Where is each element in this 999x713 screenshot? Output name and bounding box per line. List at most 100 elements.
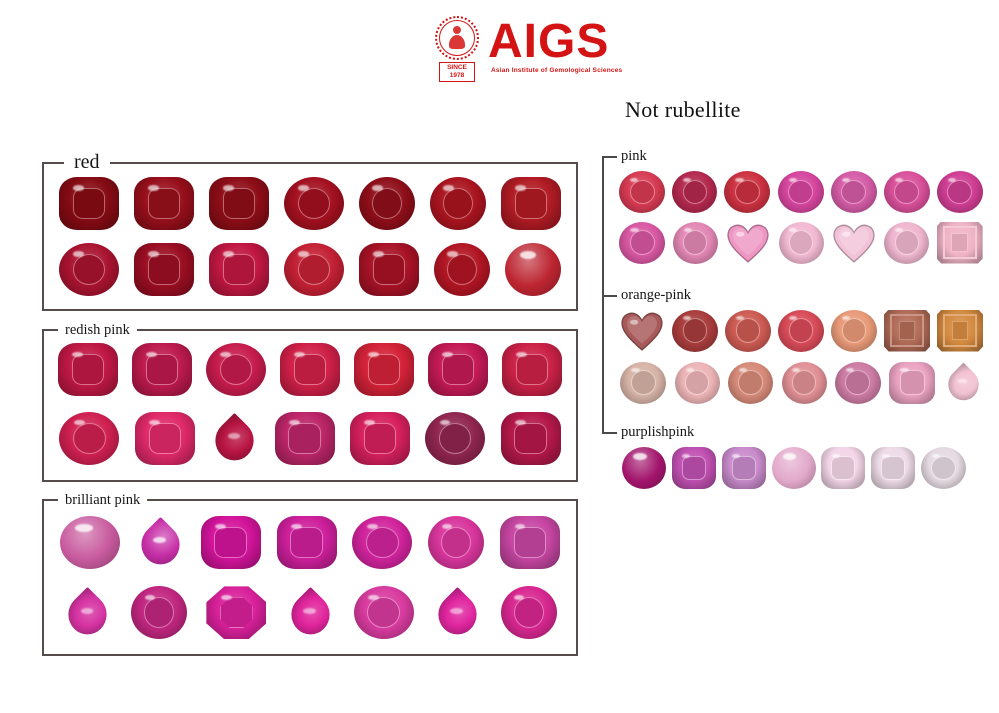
gem-row [44,583,576,643]
emblem-circle-icon [435,16,479,60]
pear-gem-body [941,362,986,407]
gem-row [44,343,576,397]
gem-emerald [937,309,983,352]
gem-round [672,171,718,213]
gem-table-facet [439,422,472,454]
gem-pear [429,583,485,643]
gem-table-facet [145,354,179,386]
gem-round [781,361,827,404]
gem-oval [206,343,266,397]
gem-oval [619,171,666,213]
gem-round [728,361,774,404]
gem-table-facet [682,318,708,343]
gem-cushion [428,343,488,397]
gem-table-facet [297,188,331,219]
gem-table-facet [629,230,655,255]
gem-cushion [134,411,195,465]
gem-highlight [75,523,94,533]
gem-cab-round [505,243,561,296]
gem-table-facet [72,254,106,285]
gem-row [612,359,990,407]
gem-oval [352,515,413,569]
gem-cushion [209,243,269,296]
gem-table-facet [288,422,321,454]
gem-table-facet [222,188,256,219]
emblem-figure-body [449,35,465,49]
gem-table-facet [220,597,253,629]
gem-cushion [721,447,766,489]
gem-cushion [349,411,410,465]
gem-table-facet [219,354,253,386]
group-label-orange-pink: orange-pink [601,286,692,305]
gem-table-facet [731,455,756,481]
gem-cushion [134,243,194,296]
group-label-purplishpink: purplishpink [601,423,695,442]
gem-table-facet [841,179,867,205]
gem-oval [778,309,824,352]
gem-round [430,177,486,230]
gem-oval [284,243,344,296]
gem-row [44,513,576,572]
emerald-table-facet [951,321,969,340]
gem-table-facet [734,179,760,205]
aigs-logo: SINCE 1978 AIGS Asian Institute of Gemol… [433,16,622,83]
gem-table-facet [367,354,401,386]
gem-cab-oval [771,447,816,489]
gem-cushion [276,515,337,569]
gem-oval [619,221,666,264]
emblem-figure-icon [453,26,461,34]
gem-table-facet [372,254,406,285]
gem-oval [777,171,824,213]
gem-table-facet [293,354,327,386]
gem-table-facet [72,188,106,219]
gem-table-facet [629,179,655,205]
gem-cushion [58,343,118,397]
gem-cushion [200,515,261,569]
gem-round [778,221,824,264]
gem-table-facet [682,179,707,205]
gem-table-facet [446,254,478,285]
since-word: SINCE [447,64,467,71]
gem-table-facet [630,370,656,395]
brilliant-pink-gem-rows [44,501,576,654]
gem-cab-pear [132,513,188,572]
gem-oval [672,309,718,352]
gem-table-facet [147,254,181,285]
gem-cushion [59,177,119,230]
gem-table-facet [73,422,106,454]
pear-gem-body [429,587,485,643]
emerald-table-facet [898,321,916,340]
gem-oval [725,309,771,352]
gem-oval [620,361,667,404]
gem-cushion [821,447,866,489]
gem-table-facet [831,455,856,481]
gem-cushion [359,243,419,296]
gem-row [44,409,576,468]
gem-table-facet [148,422,181,454]
since-1978-badge: SINCE 1978 [439,62,475,83]
gem-row [44,243,576,296]
redish-pink-gem-rows [44,331,576,480]
gem-cushion [134,177,194,230]
gem-row [44,177,576,230]
gem-table-facet [738,370,763,395]
gem-heart [619,309,665,352]
gem-highlight [633,453,647,461]
group-label-redish-pink: redish pink [58,321,137,340]
gem-cab-oval [59,515,120,569]
red-gem-rows [44,164,576,309]
gem-highlight [782,453,797,461]
gem-round [131,586,188,640]
gem-table-facet [514,188,548,219]
gem-cushion [500,515,561,569]
gem-round [884,221,930,264]
gem-table-facet [71,354,105,386]
gem-heart [831,221,877,264]
gem-table-facet [788,179,813,205]
gem-round [672,221,718,264]
gem-pear [941,359,986,407]
gem-cab-oval [621,447,666,489]
gem-row [612,171,990,213]
gem-table-facet [214,526,247,558]
heart-gem-icon [621,312,663,351]
